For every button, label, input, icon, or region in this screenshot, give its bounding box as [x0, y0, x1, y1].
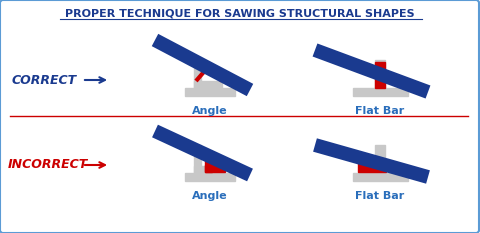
Bar — [205, 152, 212, 172]
Text: Angle: Angle — [192, 191, 228, 201]
Bar — [194, 60, 201, 88]
Bar — [194, 166, 222, 173]
Bar — [352, 173, 408, 181]
Text: Flat Bar: Flat Bar — [355, 191, 405, 201]
Bar — [375, 62, 385, 88]
Bar — [194, 81, 222, 88]
Bar — [205, 165, 225, 172]
Text: INCORRECT: INCORRECT — [8, 158, 88, 171]
Text: CORRECT: CORRECT — [12, 73, 77, 86]
Text: Flat Bar: Flat Bar — [355, 106, 405, 116]
Text: Angle: Angle — [192, 106, 228, 116]
Bar — [185, 88, 235, 96]
Bar — [194, 145, 201, 173]
Text: PROPER TECHNIQUE FOR SAWING STRUCTURAL SHAPES: PROPER TECHNIQUE FOR SAWING STRUCTURAL S… — [65, 9, 415, 19]
Bar — [185, 173, 235, 181]
Bar — [375, 145, 385, 173]
Bar — [375, 60, 385, 88]
Bar — [358, 162, 386, 172]
Bar — [352, 88, 408, 96]
